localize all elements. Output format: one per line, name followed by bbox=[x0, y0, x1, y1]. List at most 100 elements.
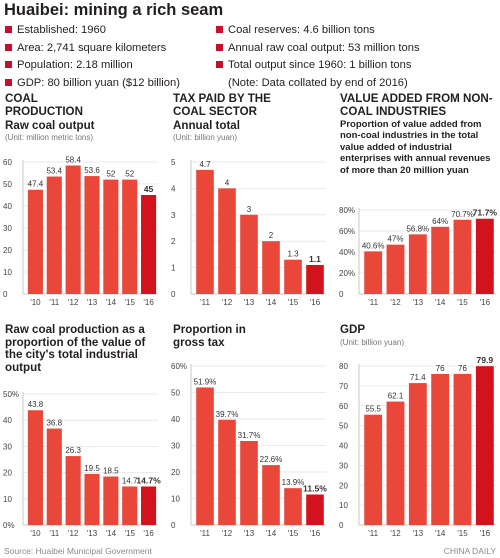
y-tick-label: 30 bbox=[339, 461, 348, 470]
y-tick-label: 40 bbox=[339, 442, 348, 451]
fact-text: GDP: 80 billion yuan ($12 billion) bbox=[17, 76, 180, 89]
bar bbox=[218, 188, 236, 294]
panel-unit: (Unit: million metric tons) bbox=[5, 133, 94, 142]
bar bbox=[103, 179, 119, 294]
x-tick-label: '15 bbox=[124, 529, 135, 538]
bar bbox=[84, 176, 100, 294]
y-tick-label: 50 bbox=[3, 180, 12, 189]
data-label: 43.8 bbox=[28, 400, 44, 409]
y-tick-label: 10 bbox=[171, 495, 180, 504]
data-label: 52 bbox=[125, 170, 134, 179]
y-tick-label: 30 bbox=[3, 442, 12, 451]
bar bbox=[196, 387, 214, 525]
x-tick-label: '13 bbox=[87, 529, 98, 538]
y-tick-label: 30 bbox=[171, 442, 180, 451]
x-tick-label: '10 bbox=[30, 298, 41, 307]
y-tick-label: 10 bbox=[3, 495, 12, 504]
x-tick-label: '13 bbox=[413, 298, 424, 307]
y-tick-label: 60% bbox=[171, 362, 187, 371]
data-label: 1.3 bbox=[287, 250, 299, 259]
data-label: 4 bbox=[225, 178, 230, 187]
y-tick-label: 0 bbox=[339, 521, 344, 530]
data-label: 3 bbox=[247, 205, 252, 214]
panel-title: Proportion in gross tax bbox=[173, 323, 246, 349]
x-tick-label: '15 bbox=[288, 298, 299, 307]
chart-annual-tax: 0 1 2 3 4 5 4.7 '11 4 '12 3 '13 2 '14 1.3 '15 1.1 '16 bbox=[171, 158, 326, 307]
bar bbox=[386, 244, 405, 294]
x-tick-label: '13 bbox=[413, 529, 424, 538]
x-tick-label: '14 bbox=[266, 529, 277, 538]
bullet-square-icon bbox=[216, 26, 223, 33]
data-label: 13.9% bbox=[282, 478, 305, 487]
bar bbox=[431, 226, 450, 294]
y-tick-label: 10 bbox=[3, 268, 12, 277]
panel-gross-tax: Proportion in gross tax bbox=[173, 323, 333, 349]
y-tick-label: 0% bbox=[3, 521, 15, 530]
y-tick-label: 3 bbox=[171, 211, 176, 220]
bar bbox=[306, 264, 324, 294]
chart-coal-share: 0% 10 20 30 40 50% 43.8 '10 36.8 '11 26.3 '12 19.5 '1… bbox=[3, 390, 161, 538]
bar bbox=[408, 234, 427, 294]
y-tick-label: 50% bbox=[3, 390, 19, 399]
data-label: 56.8% bbox=[406, 224, 429, 233]
x-tick-label: '14 bbox=[435, 529, 446, 538]
bar bbox=[453, 373, 472, 525]
panel-title: Annual total bbox=[173, 119, 240, 132]
data-label: 58.4 bbox=[65, 156, 81, 165]
bar bbox=[386, 401, 405, 525]
bar bbox=[27, 189, 43, 294]
panel-tax-paid: TAX PAID BY THE COAL SECTOR Annual total… bbox=[173, 92, 333, 143]
data-label: 79.9 bbox=[476, 355, 493, 365]
y-tick-label: 20 bbox=[339, 481, 348, 490]
y-tick-label: 30 bbox=[3, 224, 12, 233]
chart-gross-tax-share: 0 10 20 30 40 50 60% 51.9% '11 39.7% '12 31.7% '13 22… bbox=[171, 362, 327, 538]
x-tick-label: '14 bbox=[266, 298, 277, 307]
panel-coal-production: COAL PRODUCTION Raw coal output (Unit: m… bbox=[5, 92, 155, 143]
bullet-square-icon bbox=[216, 43, 223, 51]
chart-raw-coal-output: 0 10 20 30 40 50 60 47.4 '10 53.4 '11 58.4 '12 53.6 '1… bbox=[3, 156, 158, 307]
bar bbox=[262, 241, 280, 294]
data-label: 47% bbox=[387, 235, 403, 244]
data-label: 31.7% bbox=[238, 431, 261, 440]
x-tick-label: '15 bbox=[124, 298, 135, 307]
y-tick-label: 1 bbox=[171, 264, 176, 273]
fact-gdp: GDP: 80 billion yuan ($12 billion) bbox=[5, 75, 180, 93]
panel-gdp: GDP (Unit: billion yuan) bbox=[340, 323, 498, 348]
data-label: 22.6% bbox=[260, 455, 283, 464]
x-tick-label: '11 bbox=[49, 298, 59, 307]
y-tick-label: 20 bbox=[3, 246, 12, 255]
bar bbox=[27, 410, 43, 525]
data-label: 19.5 bbox=[84, 464, 100, 473]
fact-text: Annual raw coal output: 53 million tons bbox=[228, 41, 420, 54]
x-tick-label: '10 bbox=[30, 529, 41, 538]
data-label: 39.7% bbox=[216, 410, 239, 419]
data-label: 62.1 bbox=[388, 392, 404, 401]
x-tick-label: '16 bbox=[310, 298, 321, 307]
x-tick-label: '12 bbox=[68, 529, 79, 538]
panel-unit: (Unit: billion yuan) bbox=[173, 133, 238, 142]
bar bbox=[240, 440, 258, 525]
bullet-square-icon bbox=[216, 61, 223, 68]
fact-text: Coal reserves: 4.6 billion tons bbox=[228, 24, 375, 36]
x-tick-label: '16 bbox=[480, 529, 491, 538]
fact-text: Total output since 1960: 1 billion tons bbox=[228, 59, 412, 71]
y-tick-label: 70 bbox=[339, 382, 348, 391]
y-tick-label: 0 bbox=[171, 521, 176, 530]
data-label: 14.7 bbox=[122, 476, 138, 485]
y-tick-label: 2 bbox=[171, 237, 176, 246]
bar bbox=[141, 195, 157, 294]
bar bbox=[475, 218, 494, 294]
y-tick-label: 50 bbox=[339, 422, 348, 431]
x-tick-label: '14 bbox=[106, 529, 117, 538]
y-tick-label: 40 bbox=[171, 415, 180, 424]
panel-unit: (Unit: billion yuan) bbox=[340, 337, 405, 347]
data-label: 51.9% bbox=[194, 377, 217, 386]
bar bbox=[122, 486, 138, 525]
bar bbox=[103, 476, 119, 525]
x-tick-label: '11 bbox=[200, 529, 210, 538]
y-tick-label: 0 bbox=[3, 290, 8, 299]
data-label: 36.8 bbox=[46, 419, 62, 428]
fact-population: Population: 2.18 million bbox=[5, 57, 180, 75]
y-tick-label: 0 bbox=[339, 290, 344, 299]
bar bbox=[431, 373, 450, 525]
